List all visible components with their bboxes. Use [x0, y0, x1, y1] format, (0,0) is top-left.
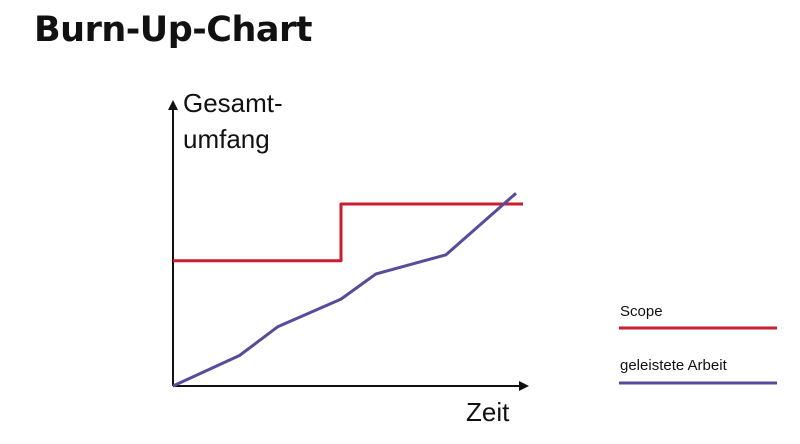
legend: Scope geleistete Arbeit: [619, 303, 777, 385]
legend-label-geleistete-arbeit: geleistete Arbeit: [620, 357, 728, 374]
chart-title: Burn-Up-Chart: [34, 10, 313, 50]
legend-label-scope: Scope: [620, 303, 663, 320]
x-axis-label: Zeit: [466, 397, 510, 427]
y-axis-label-line-2: umfang: [183, 124, 270, 154]
series-line-scope: [173, 202, 523, 263]
series-layer: [172, 192, 523, 388]
y-axis-label-line-1: Gesamt-: [183, 88, 283, 118]
series-line-geleistete-arbeit: [172, 192, 517, 388]
